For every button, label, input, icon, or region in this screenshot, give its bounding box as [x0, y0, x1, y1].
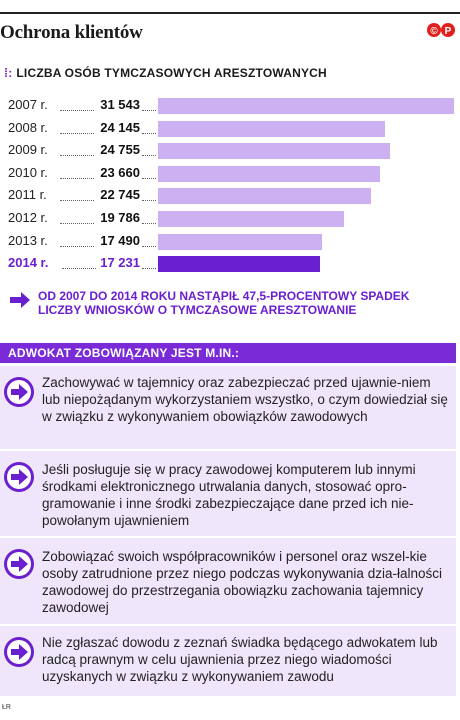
- section-header: Adwokat zobowiązany jest m.in.:: [0, 343, 456, 363]
- list-item: Zachowywać w tajemnicy oraz zabezpieczać…: [0, 366, 456, 451]
- value-label: 24 145: [100, 119, 140, 135]
- svg-text:©: ©: [430, 26, 438, 37]
- publisher-logo-icon: © P: [427, 23, 455, 37]
- leader-dots: [142, 268, 156, 270]
- bar: [158, 233, 322, 250]
- leader-dots: [142, 177, 156, 179]
- leader-dots: [60, 132, 94, 134]
- value-label: 23 660: [100, 164, 140, 180]
- arrow-circle-icon: [4, 377, 34, 407]
- bar: [158, 188, 371, 205]
- item-text: Zobowiązać swoich współpracowników i per…: [42, 549, 442, 615]
- item-text: Nie zgłaszać dowodu z zeznań świadka będ…: [42, 635, 438, 684]
- bar: [158, 256, 320, 273]
- leader-dots: [142, 245, 156, 247]
- category-label: 2007 r.: [8, 97, 48, 112]
- arrow-circle-icon: [4, 549, 34, 579]
- svg-text:P: P: [445, 26, 452, 37]
- value-label: 17 490: [100, 232, 140, 248]
- value-label: 19 786: [100, 210, 140, 225]
- leader-dots: [60, 200, 94, 202]
- section-title: Adwokat zobowiązany jest m.in.:: [8, 346, 240, 360]
- bar: [158, 211, 344, 227]
- bullet-dots-icon: ⁞:: [4, 66, 13, 80]
- leader-dots: [60, 155, 94, 157]
- leader-dots: [60, 223, 94, 224]
- leader-dots: [62, 268, 96, 270]
- item-text: Zachowywać w tajemnicy oraz zabezpieczać…: [42, 375, 448, 424]
- value-label: 24 755: [100, 142, 140, 158]
- leader-dots: [60, 110, 94, 111]
- category-label: 2010 r.: [8, 164, 48, 180]
- chart-title-text: Liczba osób tymczasowych aresztowanych: [16, 66, 327, 80]
- leader-dots: [142, 223, 156, 224]
- list-item: Jeśli posługuje się w pracy zawodowej ko…: [0, 451, 456, 538]
- chart-note: Od 2007 do 2014 roku nastąpił 47,5-proce…: [38, 289, 410, 317]
- page-title: Ochrona klientów: [0, 22, 143, 43]
- value-label: 31 543: [100, 97, 140, 112]
- leader-dots: [60, 245, 94, 247]
- chart-title: ⁞: Liczba osób tymczasowych aresztowanych: [4, 66, 327, 80]
- bar: [158, 98, 454, 114]
- arrow-circle-icon: [4, 637, 34, 667]
- arrow-right-icon: [10, 292, 30, 308]
- leader-dots: [60, 177, 94, 179]
- bar: [158, 143, 390, 160]
- top-rule: [0, 12, 460, 14]
- category-label: 2014 r.: [8, 255, 49, 271]
- list-item: Zobowiązać swoich współpracowników i per…: [0, 538, 456, 626]
- list-item: Nie zgłaszać dowodu z zeznań świadka będ…: [0, 626, 456, 698]
- category-label: 2008 r.: [8, 119, 48, 135]
- leader-dots: [142, 200, 156, 202]
- bar: [158, 165, 380, 182]
- category-label: 2013 r.: [8, 232, 48, 248]
- value-label: 22 745: [100, 187, 140, 203]
- leader-dots: [142, 110, 156, 111]
- bar: [158, 120, 385, 137]
- leader-dots: [142, 155, 156, 157]
- category-label: 2009 r.: [8, 142, 48, 158]
- category-label: 2011 r.: [8, 187, 47, 203]
- author-mark: ŁR: [2, 704, 11, 711]
- item-text: Jeśli posługuje się w pracy zawodowej ko…: [42, 462, 416, 528]
- arrow-circle-icon: [4, 462, 34, 492]
- category-label: 2012 r.: [8, 210, 48, 225]
- leader-dots: [142, 132, 156, 134]
- value-label: 17 231: [100, 255, 140, 271]
